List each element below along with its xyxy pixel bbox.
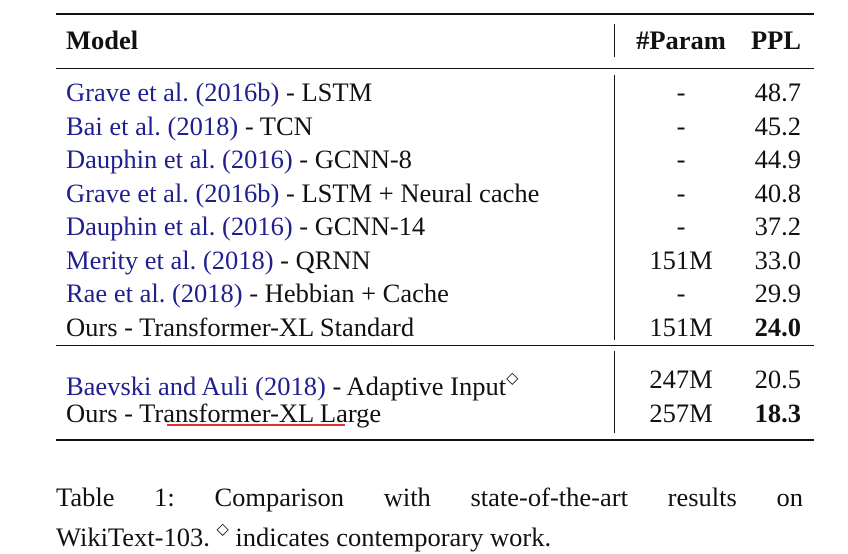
- table-row-param: 257M: [649, 397, 713, 428]
- table-row-param: 247M: [649, 364, 713, 394]
- citation-link[interactable]: Dauphin et al. (2016): [66, 144, 293, 174]
- table-row-param: -: [676, 144, 686, 174]
- table-row-param: -: [676, 177, 686, 208]
- table-caption-line1: Table 1: Comparison with state-of-the-ar…: [56, 482, 803, 512]
- spellcheck-underline: [167, 424, 345, 426]
- table-row-param: -: [676, 278, 686, 308]
- table-row-param: -: [676, 110, 686, 141]
- header-ppl: PPL: [750, 25, 801, 55]
- citation-link[interactable]: Bai et al. (2018): [66, 110, 239, 141]
- header-param: #Param: [636, 25, 726, 55]
- column-divider: [614, 351, 615, 433]
- spellcheck-word: Transformer-XL: [139, 397, 314, 428]
- table-row-model: Merity et al. (2018) - QRNN: [66, 244, 371, 275]
- table-row-ppl: 29.9: [754, 278, 801, 308]
- table-row-param: 151M: [649, 244, 713, 275]
- column-divider: [614, 24, 615, 57]
- table-row-ppl: 48.7: [754, 77, 801, 107]
- table-row-model: Baevski and Auli (2018) - Adaptive Input…: [66, 370, 519, 401]
- table-row-model: Dauphin et al. (2016) - GCNN-8: [66, 144, 412, 174]
- table-row-ppl: 18.3: [754, 397, 801, 428]
- citation-link[interactable]: Dauphin et al. (2016): [66, 211, 293, 241]
- citation-link[interactable]: Merity et al. (2018): [66, 244, 274, 275]
- table-row-model: Grave et al. (2016b) - LSTM: [66, 77, 373, 107]
- table-row-ppl: 20.5: [754, 364, 801, 394]
- diamond-icon: ◇: [506, 370, 519, 387]
- table-row-model: Grave et al. (2016b) - LSTM + Neural cac…: [66, 177, 540, 208]
- table-bottom-rule: [56, 439, 814, 441]
- citation-link[interactable]: Baevski and Auli (2018): [66, 371, 326, 401]
- table-row-model: Ours - Transformer-XL Large: [66, 397, 382, 428]
- citation-link[interactable]: Rae et al. (2018): [66, 278, 243, 308]
- table-row-model: Rae et al. (2018) - Hebbian + Cache: [66, 278, 449, 308]
- column-divider: [614, 75, 615, 340]
- table-group-rule: [56, 345, 814, 346]
- table-row-model: Dauphin et al. (2016) - GCNN-14: [66, 211, 426, 241]
- table-row-ppl: 44.9: [754, 144, 801, 174]
- table-row-param: 151M: [649, 311, 713, 342]
- table-row-param: -: [676, 211, 686, 241]
- table-row-model: Ours - Transformer-XL Standard: [66, 311, 415, 342]
- citation-link[interactable]: Grave et al. (2016b): [66, 177, 280, 208]
- citation-link[interactable]: Grave et al. (2016b): [66, 77, 280, 107]
- table-row-ppl: 33.0: [754, 244, 801, 275]
- table-top-rule: [56, 13, 814, 15]
- table-row-ppl: 24.0: [754, 311, 801, 342]
- table-row-ppl: 37.2: [754, 211, 801, 241]
- table-row-param: -: [676, 77, 686, 107]
- table-row-ppl: 40.8: [754, 177, 801, 208]
- diamond-icon: ◇: [216, 521, 229, 538]
- table-caption-line2: WikiText-103. ◇ indicates contemporary w…: [56, 521, 552, 552]
- header-model: Model: [66, 25, 139, 55]
- table-row-model: Bai et al. (2018) - TCN: [66, 110, 313, 141]
- table-row-ppl: 45.2: [754, 110, 801, 141]
- table-header-rule: [56, 68, 814, 69]
